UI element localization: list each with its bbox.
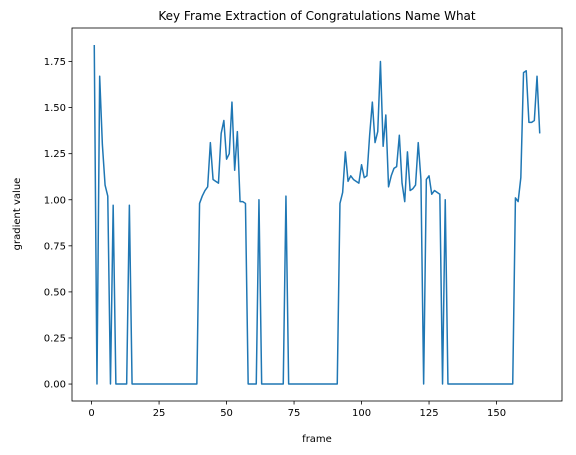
y-tick-label: 1.75 (44, 57, 66, 68)
x-tick-label: 100 (352, 408, 371, 419)
data-line (93, 44, 541, 385)
y-tick-label: 1.00 (44, 195, 66, 206)
plot-frame (71, 27, 563, 402)
chart-title: Key Frame Extraction of Congratulations … (158, 9, 476, 23)
x-tick-label: 50 (220, 408, 233, 419)
y-tick-label: 0.75 (44, 241, 66, 252)
x-tick-label: 0 (88, 408, 94, 419)
y-tick-label: 1.50 (44, 103, 66, 114)
x-tick-label: 25 (153, 408, 166, 419)
y-tick-label: 0.50 (44, 287, 66, 298)
x-axis-label: frame (302, 434, 332, 445)
y-tick-label: 1.25 (44, 149, 66, 160)
y-axis-label: gradient value (12, 178, 23, 251)
x-tick-label: 150 (487, 408, 506, 419)
y-tick-label: 0.00 (44, 380, 66, 391)
x-tick-label: 125 (419, 408, 438, 419)
y-tick-label: 0.25 (44, 333, 66, 344)
x-tick-label: 75 (288, 408, 301, 419)
